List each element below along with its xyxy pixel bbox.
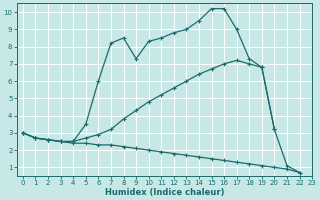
- X-axis label: Humidex (Indice chaleur): Humidex (Indice chaleur): [105, 188, 224, 197]
